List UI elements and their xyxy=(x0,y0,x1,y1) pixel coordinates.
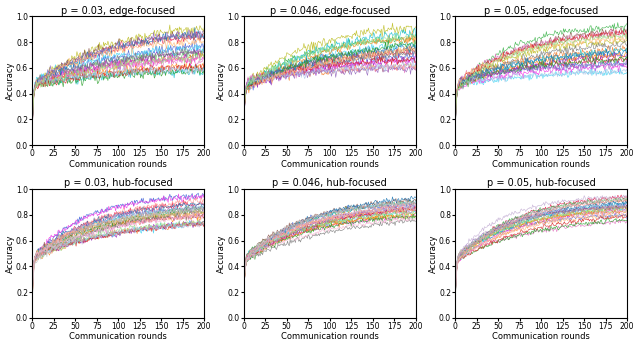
Y-axis label: Accuracy: Accuracy xyxy=(6,234,15,273)
Y-axis label: Accuracy: Accuracy xyxy=(6,61,15,100)
X-axis label: Communication rounds: Communication rounds xyxy=(69,332,167,341)
X-axis label: Communication rounds: Communication rounds xyxy=(492,160,590,169)
Title: p = 0.03, hub-focused: p = 0.03, hub-focused xyxy=(64,178,173,188)
Title: p = 0.03, edge-focused: p = 0.03, edge-focused xyxy=(61,6,175,16)
X-axis label: Communication rounds: Communication rounds xyxy=(281,332,379,341)
Title: p = 0.05, hub-focused: p = 0.05, hub-focused xyxy=(487,178,596,188)
X-axis label: Communication rounds: Communication rounds xyxy=(492,332,590,341)
X-axis label: Communication rounds: Communication rounds xyxy=(69,160,167,169)
Title: p = 0.046, hub-focused: p = 0.046, hub-focused xyxy=(273,178,387,188)
Y-axis label: Accuracy: Accuracy xyxy=(217,234,226,273)
Y-axis label: Accuracy: Accuracy xyxy=(429,61,438,100)
X-axis label: Communication rounds: Communication rounds xyxy=(281,160,379,169)
Title: p = 0.046, edge-focused: p = 0.046, edge-focused xyxy=(269,6,390,16)
Y-axis label: Accuracy: Accuracy xyxy=(217,61,226,100)
Title: p = 0.05, edge-focused: p = 0.05, edge-focused xyxy=(484,6,598,16)
Y-axis label: Accuracy: Accuracy xyxy=(429,234,438,273)
